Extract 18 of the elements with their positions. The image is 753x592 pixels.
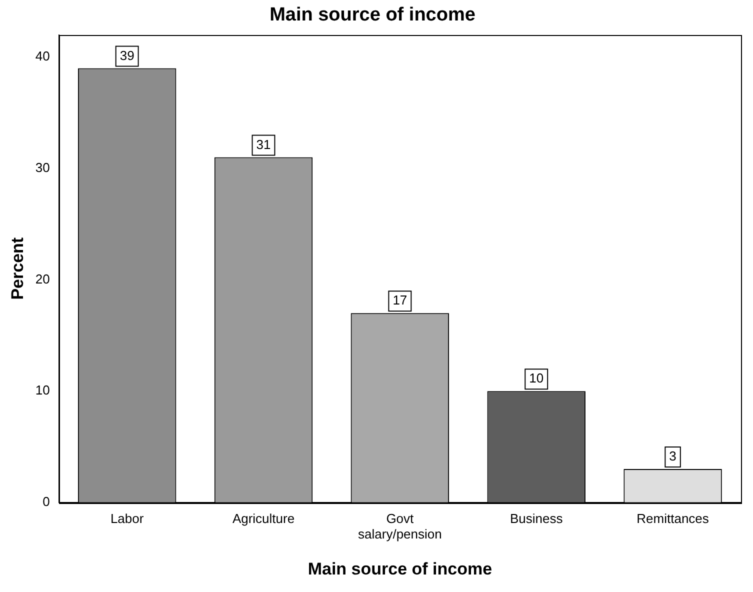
y-tick-label: 0 [42,494,50,509]
x-tick-label: Govt salary/pension [358,510,442,542]
x-tick-label: Remittances [636,510,710,526]
y-tick-label: 40 [35,48,50,64]
data-label: 3 [669,448,676,464]
data-label: 31 [256,136,271,152]
y-axis-title: Percent [8,237,27,300]
data-label: 39 [120,48,134,63]
x-tick-label: Business [510,510,564,526]
y-tick-label: 10 [35,382,50,398]
x-axis-title: Main source of income [308,559,492,578]
y-tick-label: 20 [35,271,50,286]
chart-title: Main source of income [270,4,476,26]
data-label: 10 [529,370,544,386]
x-tick-label: Agriculture [232,510,295,526]
data-label: 17 [392,292,408,308]
x-tick-label: Labor [110,510,144,526]
y-tick-label: 30 [35,160,50,175]
